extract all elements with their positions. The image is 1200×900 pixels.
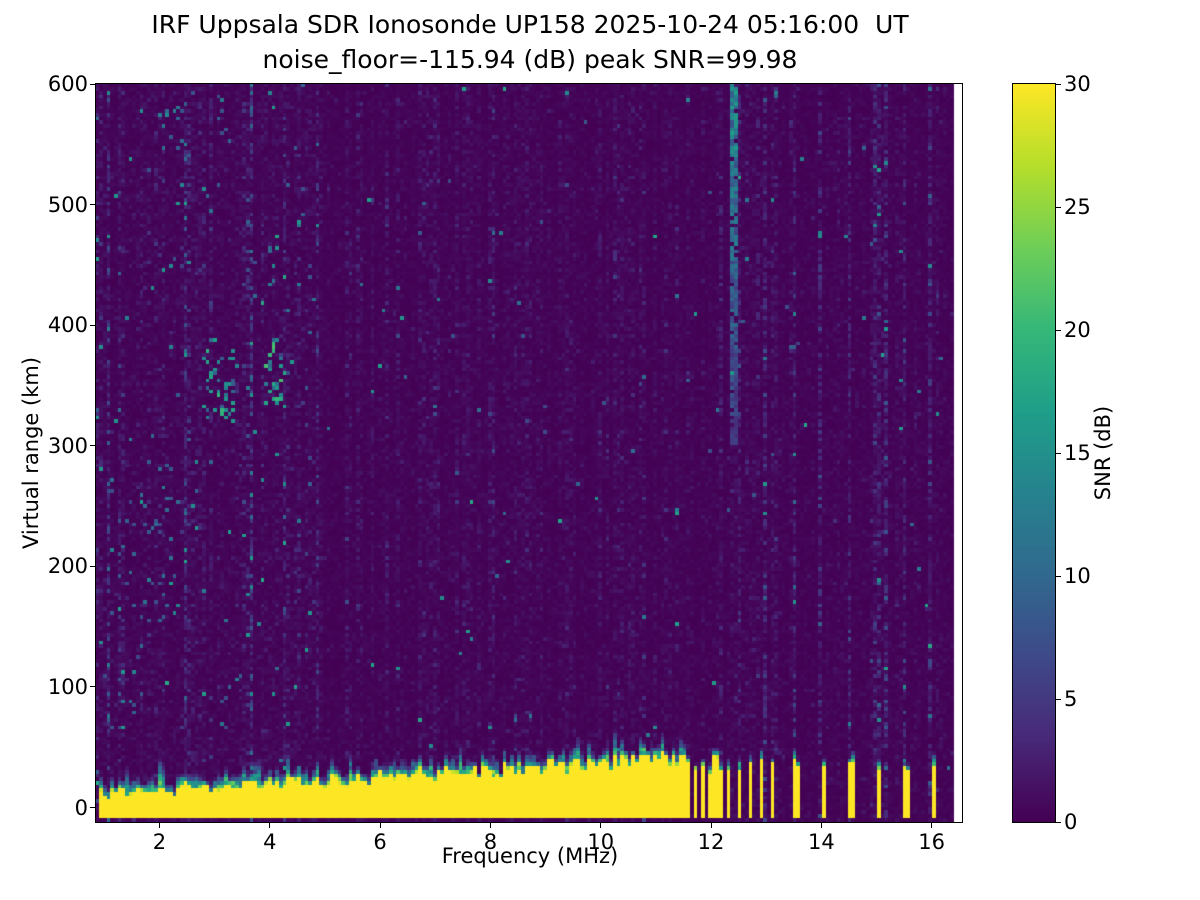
x-tick-label: 14 (807, 830, 835, 854)
figure-subtitle: noise_floor=-115.94 (dB) peak SNR=99.98 (262, 45, 798, 74)
y-tick-mark (90, 686, 95, 688)
y-tick-mark (90, 445, 95, 447)
colorbar-tick-label: 10 (1064, 564, 1091, 588)
colorbar-tick-mark (1056, 698, 1061, 700)
x-tick-mark (158, 823, 160, 828)
x-tick-label: 8 (483, 830, 498, 854)
y-tick-label: 400 (47, 313, 88, 338)
y-tick-mark (90, 324, 95, 326)
colorbar-tick-label: 30 (1064, 72, 1091, 96)
y-tick-mark (90, 83, 95, 85)
x-tick-mark (931, 823, 933, 828)
y-tick-mark (90, 565, 95, 567)
colorbar-tick-mark (1056, 206, 1061, 208)
ionogram-heatmap (95, 83, 963, 823)
colorbar-tick-mark (1056, 575, 1061, 577)
colorbar-tick-label: 0 (1064, 810, 1078, 834)
x-tick-label: 10 (587, 830, 615, 854)
y-tick-label: 300 (47, 433, 88, 458)
y-tick-label: 600 (47, 72, 88, 96)
y-tick-label: 0 (74, 795, 88, 820)
x-tick-mark (269, 823, 271, 828)
x-tick-label: 16 (918, 830, 946, 854)
y-tick-label: 200 (47, 554, 88, 579)
colorbar-tick-mark (1056, 821, 1061, 823)
colorbar-tick-label: 15 (1064, 441, 1091, 465)
y-tick-label: 500 (47, 192, 88, 217)
x-tick-label: 4 (263, 830, 277, 854)
colorbar-tick-mark (1056, 83, 1061, 85)
x-tick-mark (600, 823, 602, 828)
x-tick-label: 6 (373, 830, 387, 854)
x-tick-label: 2 (152, 830, 167, 854)
x-tick-label: 12 (697, 830, 725, 854)
x-tick-mark (489, 823, 491, 828)
x-tick-mark (820, 823, 822, 828)
colorbar-tick-mark (1056, 329, 1061, 331)
colorbar-tick-mark (1056, 452, 1061, 454)
colorbar-label: SNR (dB) (1091, 405, 1115, 501)
colorbar-tick-label: 20 (1064, 318, 1091, 342)
y-tick-mark (90, 807, 95, 809)
y-tick-label: 100 (47, 674, 88, 699)
x-tick-mark (710, 823, 712, 828)
figure-title: IRF Uppsala SDR Ionosonde UP158 2025-10-… (151, 10, 909, 39)
colorbar-tick-label: 5 (1064, 687, 1078, 711)
colorbar-tick-label: 25 (1064, 195, 1091, 219)
colorbar-gradient (1012, 83, 1056, 823)
x-tick-mark (379, 823, 381, 828)
y-tick-mark (90, 204, 95, 206)
x-axis-label: Frequency (MHz) (441, 844, 619, 868)
